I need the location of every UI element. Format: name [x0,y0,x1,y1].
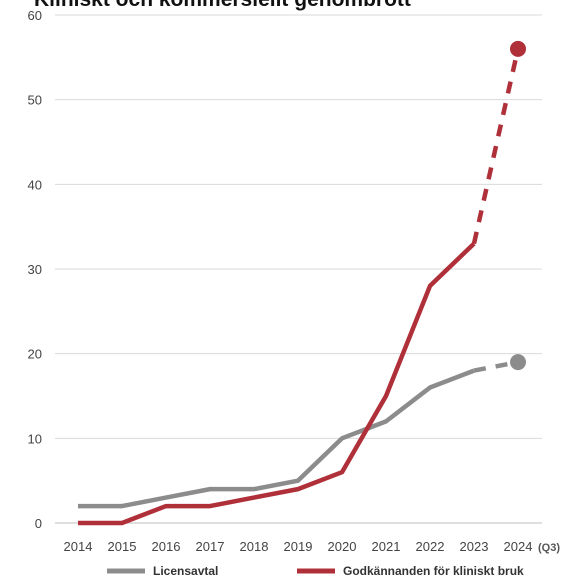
series-line [78,368,475,509]
series-projection-segment [473,359,519,373]
y-tick-label: 30 [28,262,42,277]
legend-label: Licensavtal [153,564,218,578]
x-tick-label: 2018 [240,539,269,554]
series-line [78,241,476,526]
series-godkännanden-för-kliniskt-bruk [78,40,526,526]
x-tick-label: 2022 [416,539,445,554]
x-tick-label: 2023 [460,539,489,554]
y-axis-ticks: 0 10 20 30 40 50 60 [28,8,42,531]
y-tick-label: 20 [28,347,42,362]
legend: Licensavtal Godkännanden för kliniskt bru… [107,564,524,578]
y-tick-label: 50 [28,93,42,108]
x-tick-suffix: (Q3) [538,542,560,554]
chart-title: Kliniskt och kommersiellt genombrott [34,0,411,11]
series-lines [78,40,526,526]
x-axis-ticks: 2014 2015 2016 2017 2018 2019 2020 2021 2022 2023… [64,539,561,554]
legend-label: Godkännanden för kliniskt bruk [343,564,524,578]
x-tick-label: 2020 [328,539,357,554]
y-tick-label: 60 [28,8,42,23]
data-point [510,354,526,371]
x-tick-label: 2016 [152,539,181,554]
x-tick-label: 2024 [504,539,533,554]
y-tick-label: 0 [35,516,42,531]
series-projection-segment [471,48,521,245]
x-tick-label: 2021 [372,539,401,554]
x-tick-label: 2015 [108,539,137,554]
x-tick-label: 2014 [64,539,93,554]
data-point [510,40,526,57]
y-tick-label: 40 [28,177,42,192]
x-tick-label: 2017 [196,539,225,554]
y-tick-label: 10 [28,431,42,446]
series-licensavtal [78,354,526,509]
gridlines [55,14,542,524]
x-tick-label: 2019 [284,539,313,554]
